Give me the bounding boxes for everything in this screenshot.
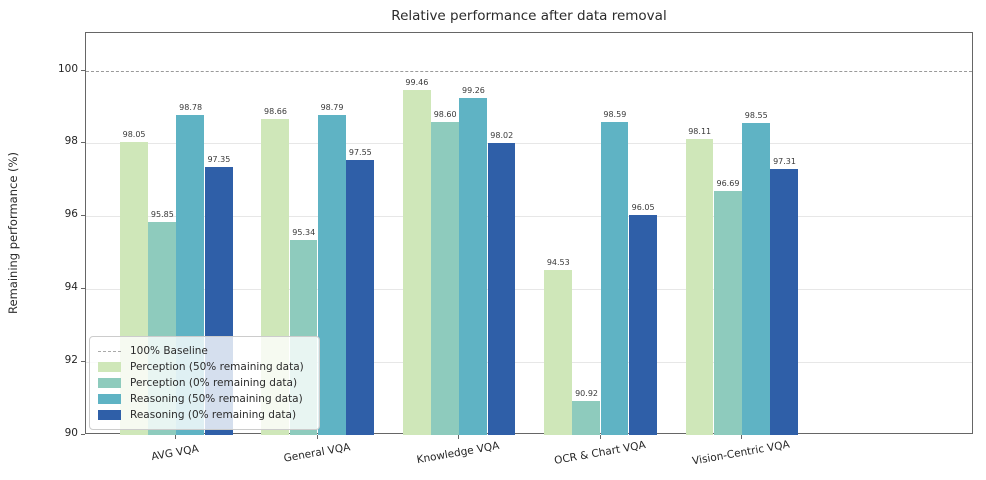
gridline — [86, 143, 972, 145]
y-tick-mark — [81, 215, 85, 217]
bar — [487, 142, 516, 435]
bar-value-label: 98.55 — [744, 111, 768, 121]
legend-item-label: Perception (50% remaining data) — [130, 361, 304, 373]
y-tick-label: 92 — [64, 354, 78, 367]
legend-item: Perception (50% remaining data) — [98, 359, 311, 375]
plot-area: 100% Baseline Perception (50% remaining d… — [85, 32, 973, 435]
gridline — [86, 362, 972, 364]
bar-value-label: 98.78 — [179, 103, 203, 112]
bar — [544, 269, 572, 435]
legend-item-label: Perception (0% remaining data) — [130, 377, 298, 389]
y-tick-label: 98 — [64, 135, 78, 148]
x-tick-mark — [741, 435, 743, 439]
x-tick-label: General VQA — [282, 441, 352, 465]
chart-title: Relative performance after data removal — [391, 8, 667, 24]
legend-item: Perception (0% remaining data) — [98, 375, 311, 391]
legend: 100% Baseline Perception (50% remaining d… — [89, 336, 320, 430]
bar-value-label: 98.02 — [490, 130, 514, 140]
y-tick-mark — [81, 288, 85, 290]
bar — [742, 123, 770, 435]
y-tick-mark — [81, 69, 85, 71]
y-tick-label: 96 — [64, 208, 78, 221]
x-tick-label: Knowledge VQA — [416, 439, 501, 467]
y-tick-label: 90 — [64, 427, 78, 439]
bar-value-label: 96.69 — [716, 179, 740, 189]
x-tick-mark — [316, 435, 318, 439]
y-tick-label: 94 — [64, 281, 78, 294]
baseline-line — [86, 70, 972, 72]
x-tick-label: OCR & Chart VQA — [553, 439, 647, 467]
x-tick-mark — [175, 435, 177, 439]
bar — [317, 114, 346, 435]
baseline-dash-swatch — [98, 350, 121, 352]
legend-item: Reasoning (50% remaining data) — [98, 391, 311, 407]
y-axis-label: Remaining performance (%) — [6, 152, 20, 314]
bar — [713, 191, 742, 435]
bar-value-label: 98.59 — [603, 109, 627, 119]
gridline — [86, 289, 972, 291]
x-tick-mark — [599, 435, 601, 439]
bar-value-label: 94.53 — [546, 257, 570, 267]
legend-color-swatch — [98, 378, 121, 388]
bar-value-label: 98.79 — [320, 102, 344, 112]
x-tick-label: AVG VQA — [150, 442, 201, 464]
legend-item: 100% Baseline — [98, 343, 311, 359]
legend-color-swatch — [98, 362, 121, 372]
gridline — [86, 216, 972, 218]
bar-value-label: 95.34 — [292, 228, 316, 238]
bar — [572, 401, 601, 435]
y-tick-mark — [81, 142, 85, 144]
bar — [685, 139, 714, 435]
legend-item: Reasoning (0% remaining data) — [98, 407, 311, 423]
x-tick-label: Vision-Centric VQA — [691, 438, 791, 468]
bar-value-label: 97.55 — [348, 147, 372, 157]
bar-value-label: 95.85 — [150, 209, 174, 219]
bar-value-label: 96.05 — [631, 202, 655, 212]
bar-value-label: 98.11 — [688, 127, 712, 137]
bar-value-label: 98.60 — [433, 109, 457, 119]
legend-item-label: Reasoning (50% remaining data) — [130, 393, 303, 405]
y-tick-mark — [81, 361, 85, 363]
bar-value-label: 90.92 — [575, 389, 598, 399]
bar — [459, 97, 488, 435]
bar — [628, 214, 657, 435]
y-tick-label: 100 — [57, 62, 78, 75]
bar-value-label: 97.31 — [773, 156, 796, 166]
bar-value-label: 99.26 — [461, 85, 485, 95]
legend-item-label: Reasoning (0% remaining data) — [130, 409, 297, 421]
legend-color-swatch — [98, 410, 121, 420]
bar — [600, 121, 629, 435]
bar-value-label: 97.35 — [207, 155, 231, 165]
bar-value-label: 98.66 — [264, 107, 287, 117]
bar — [402, 90, 431, 435]
legend-item-label: 100% Baseline — [130, 345, 208, 357]
x-tick-mark — [458, 435, 460, 439]
y-tick-mark — [81, 434, 85, 435]
legend-color-swatch — [98, 394, 121, 404]
bar-value-label: 98.05 — [122, 129, 146, 139]
bar-value-label: 99.46 — [405, 78, 429, 88]
bar — [431, 121, 459, 435]
bar — [770, 168, 799, 435]
bar — [346, 159, 374, 435]
